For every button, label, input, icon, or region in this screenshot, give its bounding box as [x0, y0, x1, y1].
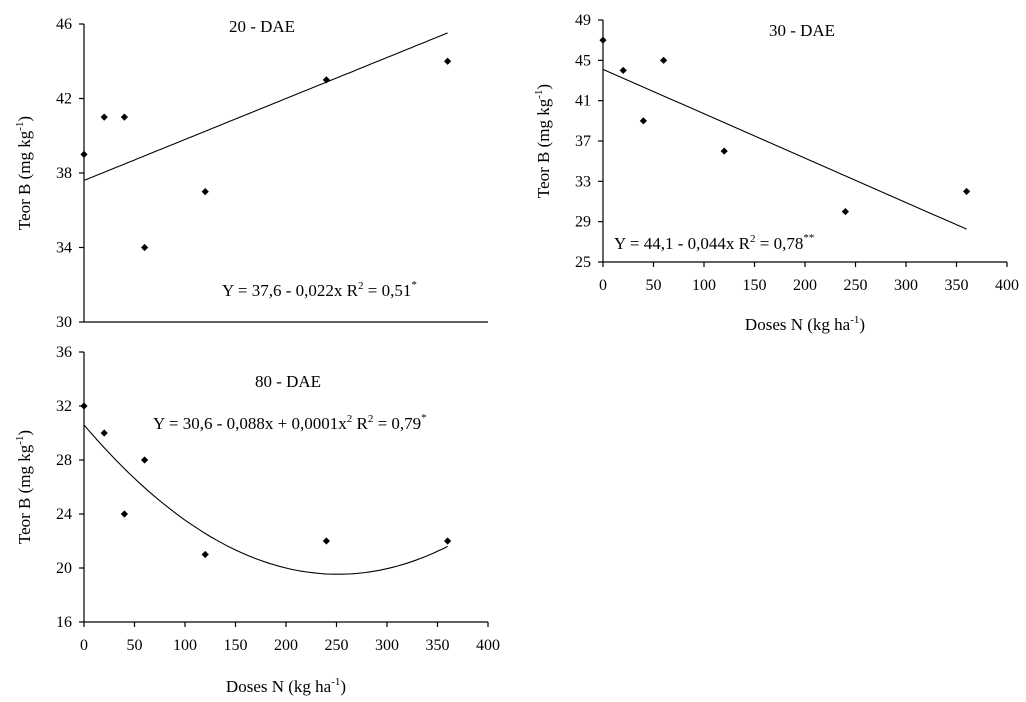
data-point	[322, 76, 330, 84]
y-axis-title: Teor B (mg kg-1)	[14, 430, 34, 544]
x-tick-label: 0	[80, 637, 88, 654]
data-point	[100, 113, 108, 121]
panel-title: 80 - DAE	[255, 372, 321, 391]
y-tick-label: 28	[56, 452, 72, 469]
x-tick-label: 100	[173, 637, 197, 654]
y-tick-label: 41	[575, 93, 591, 110]
y-tick-label: 37	[575, 133, 591, 150]
x-tick-label: 50	[127, 637, 143, 654]
panel-20-dae: 30 34 38 42 46 20 - DAE Y = 37,6 - 0,022x R2 =…	[14, 16, 488, 331]
x-tick-label: 400	[476, 637, 500, 654]
data-point	[720, 147, 728, 155]
y-tick-label: 42	[56, 91, 72, 108]
x-tick-label: 400	[995, 277, 1019, 294]
data-point	[201, 188, 209, 196]
data-point	[201, 550, 209, 559]
x-tick-label: 50	[646, 277, 662, 294]
y-tick-label: 36	[56, 344, 72, 361]
x-tick-label: 100	[692, 277, 716, 294]
x-tick-label: 300	[894, 277, 918, 294]
trend-line	[602, 68, 967, 230]
panel-30-dae: 25 29 33 37 41 45 49 0 50 100 150 200 250 300 350 400 30…	[533, 12, 1019, 334]
x-tick-label: 350	[945, 277, 969, 294]
data-point	[619, 66, 627, 75]
panel-title: 20 - DAE	[229, 17, 295, 36]
y-tick-label: 46	[56, 16, 72, 33]
x-tick-label: 0	[599, 277, 607, 294]
trend-line	[83, 32, 448, 181]
data-point	[660, 56, 668, 64]
data-point	[120, 510, 128, 518]
data-point	[100, 429, 108, 437]
x-tick-label: 150	[224, 637, 248, 654]
y-axis-title: Teor B (mg kg-1)	[14, 116, 34, 230]
x-axis-title: Doses N (kg ha-1)	[226, 676, 346, 696]
x-tick-label: 300	[375, 637, 399, 654]
x-tick-label: 200	[274, 637, 298, 654]
x-tick-label: 250	[325, 637, 349, 654]
regression-equation: Y = 37,6 - 0,022x R2 = 0,51*	[222, 279, 417, 300]
panel-title: 30 - DAE	[769, 21, 835, 40]
x-axis-title: Doses N (kg ha-1)	[745, 314, 865, 334]
data-point	[141, 456, 149, 464]
data-point	[444, 537, 452, 545]
y-tick-label: 38	[56, 165, 72, 182]
y-tick-label: 45	[575, 52, 591, 69]
data-point	[80, 150, 88, 158]
data-point	[141, 243, 149, 252]
y-tick-label: 49	[575, 12, 591, 29]
x-tick-label: 250	[844, 277, 868, 294]
data-point	[322, 537, 330, 545]
trend-line	[83, 424, 448, 575]
x-tick-label: 200	[793, 277, 817, 294]
y-tick-label: 34	[56, 240, 72, 257]
data-point	[444, 57, 452, 65]
regression-equation: Y = 44,1 - 0,044x R2 = 0,78**	[614, 232, 814, 253]
y-tick-label: 24	[56, 506, 72, 523]
y-tick-label: 30	[56, 314, 72, 331]
x-tick-label: 350	[426, 637, 450, 654]
y-tick-label: 29	[575, 214, 591, 231]
x-tick-label: 150	[743, 277, 767, 294]
y-tick-label: 20	[56, 560, 72, 577]
y-tick-label: 32	[56, 398, 72, 415]
data-point	[963, 187, 971, 196]
data-point	[80, 402, 88, 410]
regression-equation: Y = 30,6 - 0,088x + 0,0001x2 R2 = 0,79*	[153, 412, 427, 433]
data-point	[841, 207, 849, 216]
y-tick-label: 33	[575, 173, 591, 190]
y-tick-label: 25	[575, 254, 591, 271]
panel-80-dae: 16 20 24 28 32 36 0 50 100 150 200 250 300 350 400 80 -…	[14, 344, 500, 696]
y-axis-title: Teor B (mg kg-1)	[533, 84, 553, 198]
data-point	[120, 113, 128, 121]
y-tick-label: 16	[56, 614, 72, 631]
data-point	[639, 117, 647, 125]
data-point	[599, 36, 607, 44]
